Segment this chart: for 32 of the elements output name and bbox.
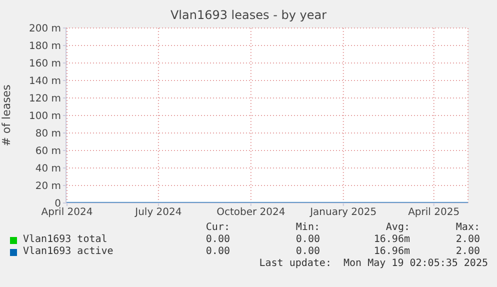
text: Avg: [384, 222, 410, 234]
text: 0.00 [204, 234, 230, 246]
text: Cur: [204, 222, 230, 234]
y-tick-label: 200 m [28, 24, 61, 35]
text: Min: [294, 222, 320, 234]
x-tick-label: January 2025 [309, 207, 377, 218]
text: 0.00 [204, 246, 230, 258]
x-tick-label: April 2025 [408, 207, 460, 218]
x-tick-label: April 2024 [41, 207, 93, 218]
legend-label: Vlan1693 active [22, 246, 114, 258]
text: 2.00 [454, 234, 480, 246]
text: 16.96m [372, 234, 410, 246]
y-tick-label: 140 m [28, 76, 61, 88]
y-axis-title: # of leases [0, 84, 13, 146]
text: Last update: Mon May 19 02:05:35 2025 [258, 258, 489, 270]
legend-label: Vlan1693 total [22, 234, 108, 246]
y-tick-label: 180 m [28, 41, 61, 52]
y-tick-label: 120 m [28, 94, 61, 105]
y-tick-label: 160 m [28, 58, 61, 70]
text: 2.00 [454, 246, 480, 258]
text: 0.00 [294, 234, 320, 246]
y-tick-label: 100 m [28, 111, 61, 122]
x-tick-label: July 2024 [134, 207, 182, 218]
y-tick-label: 80 m [35, 128, 61, 140]
text: Max: [454, 222, 480, 234]
y-tick-label: 60 m [35, 146, 61, 158]
x-tick-label: October 2024 [216, 207, 286, 218]
chart-title: Vlan1693 leases - by year [169, 8, 328, 22]
y-tick-label: 20 m [35, 181, 61, 192]
text: 0.00 [294, 246, 320, 258]
text: 16.96m [372, 246, 410, 258]
y-tick-label: 40 m [35, 164, 61, 175]
